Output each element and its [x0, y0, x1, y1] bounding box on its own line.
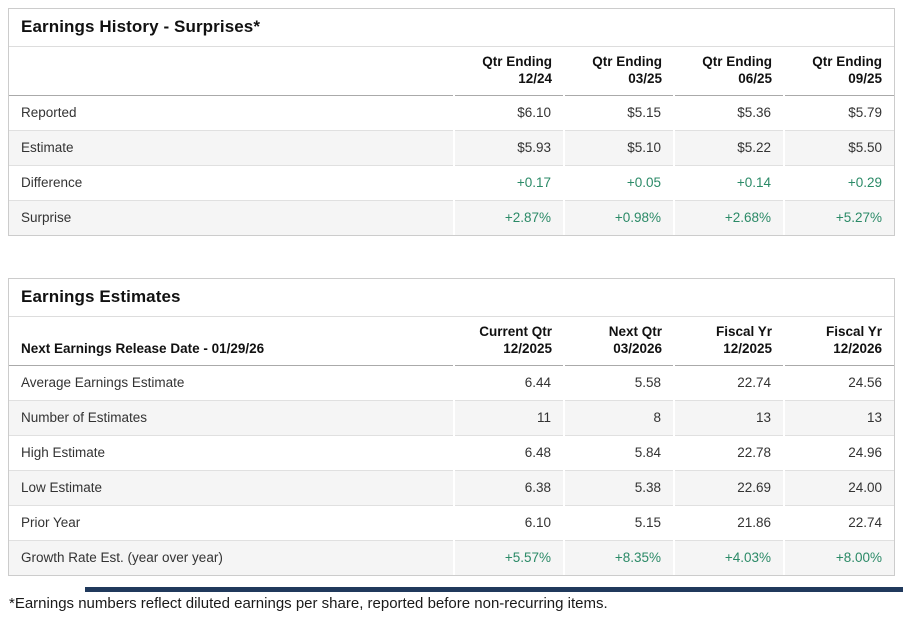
- cell-value: +5.57%: [453, 540, 564, 575]
- row-label: Prior Year: [9, 505, 454, 541]
- table-row-reported: Reported $6.10 $5.15 $5.36 $5.79: [9, 95, 894, 131]
- cell-value: $5.50: [783, 130, 894, 166]
- cell-value: $5.15: [563, 95, 674, 131]
- cell-value: 6.48: [453, 435, 564, 471]
- cell-value: +0.29: [783, 165, 894, 201]
- row-label: Average Earnings Estimate: [9, 365, 454, 401]
- row-label: Growth Rate Est. (year over year): [9, 540, 454, 575]
- row-label: Number of Estimates: [9, 400, 454, 436]
- row-label: High Estimate: [9, 435, 454, 471]
- table-row-prior-year: Prior Year 6.10 5.15 21.86 22.74: [9, 505, 894, 541]
- earnings-estimates-table: Next Earnings Release Date - 01/29/26 Cu…: [9, 317, 894, 575]
- section-gap: [8, 236, 895, 278]
- cell-value: 6.38: [453, 470, 564, 506]
- empty-header-cell: [9, 47, 454, 96]
- table-row-surprise: Surprise +2.87% +0.98% +2.68% +5.27%: [9, 200, 894, 235]
- cell-value: $6.10: [453, 95, 564, 131]
- cell-value: 13: [673, 400, 784, 436]
- cell-value: 24.96: [783, 435, 894, 471]
- cell-value: 5.84: [563, 435, 674, 471]
- cell-value: 24.56: [783, 365, 894, 401]
- cell-value: $5.10: [563, 130, 674, 166]
- earnings-history-table: Qtr Ending 12/24 Qtr Ending 03/25 Qtr En…: [9, 47, 894, 235]
- cell-value: 22.74: [783, 505, 894, 541]
- cell-value: $5.22: [673, 130, 784, 166]
- cell-value: 5.15: [563, 505, 674, 541]
- cell-value: 22.78: [673, 435, 784, 471]
- table-row-high-estimate: High Estimate 6.48 5.84 22.78 24.96: [9, 435, 894, 471]
- column-header-qtr-1224: Qtr Ending 12/24: [454, 47, 564, 96]
- table-row-average-earnings-estimate: Average Earnings Estimate 6.44 5.58 22.7…: [9, 365, 894, 401]
- cell-value: +2.87%: [453, 200, 564, 235]
- cell-value: +8.35%: [563, 540, 674, 575]
- table-row-estimate: Estimate $5.93 $5.10 $5.22 $5.50: [9, 130, 894, 166]
- earnings-estimates-card: Earnings Estimates Next Earnings Release…: [8, 278, 895, 576]
- cell-value: 21.86: [673, 505, 784, 541]
- earnings-estimates-title: Earnings Estimates: [9, 279, 894, 317]
- cell-value: $5.93: [453, 130, 564, 166]
- table-row-low-estimate: Low Estimate 6.38 5.38 22.69 24.00: [9, 470, 894, 506]
- column-header-qtr-0325: Qtr Ending 03/25: [564, 47, 674, 96]
- cell-value: 11: [453, 400, 564, 436]
- table-row-number-of-estimates: Number of Estimates 11 8 13 13: [9, 400, 894, 436]
- next-earnings-release-date: Next Earnings Release Date - 01/29/26: [9, 317, 454, 366]
- earnings-history-card: Earnings History - Surprises* Qtr Ending…: [8, 8, 895, 236]
- cell-value: +0.17: [453, 165, 564, 201]
- cell-value: +8.00%: [783, 540, 894, 575]
- cell-value: 6.10: [453, 505, 564, 541]
- column-header-current-qtr: Current Qtr 12/2025: [454, 317, 564, 366]
- cell-value: 24.00: [783, 470, 894, 506]
- cell-value: 5.58: [563, 365, 674, 401]
- column-header-next-qtr: Next Qtr 03/2026: [564, 317, 674, 366]
- cell-value: +0.05: [563, 165, 674, 201]
- cell-value: +4.03%: [673, 540, 784, 575]
- row-label: Low Estimate: [9, 470, 454, 506]
- row-label: Estimate: [9, 130, 454, 166]
- table-row-difference: Difference +0.17 +0.05 +0.14 +0.29: [9, 165, 894, 201]
- column-header-qtr-0625: Qtr Ending 06/25: [674, 47, 784, 96]
- cell-value: $5.36: [673, 95, 784, 131]
- cell-value: 22.74: [673, 365, 784, 401]
- earnings-estimates-header-row: Next Earnings Release Date - 01/29/26 Cu…: [9, 317, 894, 366]
- cell-value: +2.68%: [673, 200, 784, 235]
- earnings-history-title: Earnings History - Surprises*: [9, 9, 894, 47]
- table-row-growth-rate-est: Growth Rate Est. (year over year) +5.57%…: [9, 540, 894, 575]
- row-label: Reported: [9, 95, 454, 131]
- cell-value: $5.79: [783, 95, 894, 131]
- earnings-footnote: *Earnings numbers reflect diluted earnin…: [9, 595, 608, 612]
- column-header-qtr-0925: Qtr Ending 09/25: [784, 47, 894, 96]
- cell-value: +0.14: [673, 165, 784, 201]
- cell-value: +5.27%: [783, 200, 894, 235]
- column-header-fiscal-yr-2026: Fiscal Yr 12/2026: [784, 317, 894, 366]
- bottom-bar: [85, 587, 903, 592]
- cell-value: 6.44: [453, 365, 564, 401]
- row-label: Surprise: [9, 200, 454, 235]
- column-header-fiscal-yr-2025: Fiscal Yr 12/2025: [674, 317, 784, 366]
- row-label: Difference: [9, 165, 454, 201]
- cell-value: +0.98%: [563, 200, 674, 235]
- cell-value: 5.38: [563, 470, 674, 506]
- cell-value: 8: [563, 400, 674, 436]
- cell-value: 13: [783, 400, 894, 436]
- earnings-history-header-row: Qtr Ending 12/24 Qtr Ending 03/25 Qtr En…: [9, 47, 894, 96]
- cell-value: 22.69: [673, 470, 784, 506]
